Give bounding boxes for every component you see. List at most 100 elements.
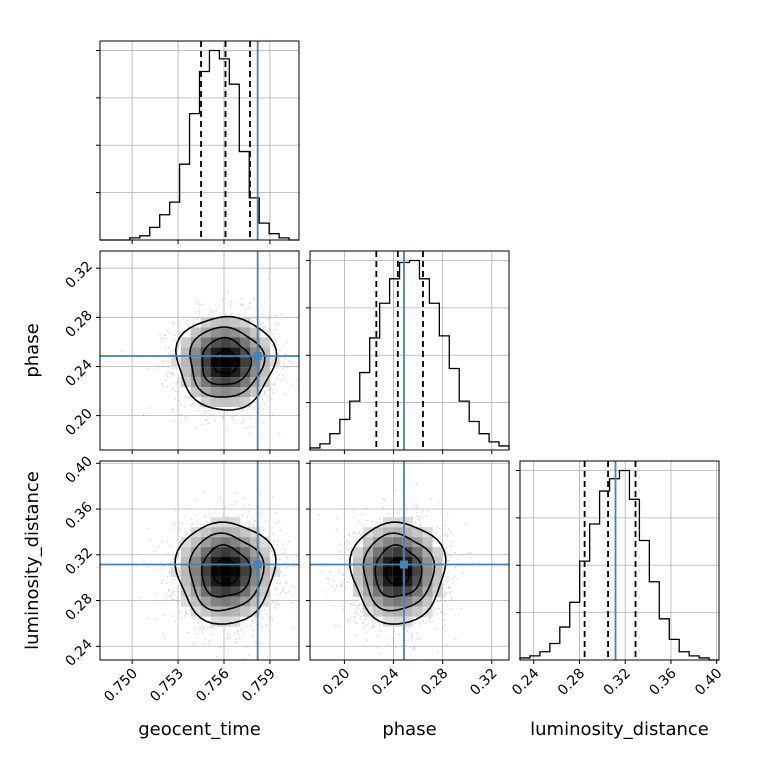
x-axis-label-geocent_time: geocent_time bbox=[138, 719, 261, 740]
density-cell bbox=[180, 367, 191, 378]
y-tick-label-phase: 0.24 bbox=[63, 357, 96, 390]
y-tick-label-luminosity_distance: 0.40 bbox=[63, 453, 96, 486]
x-tick-label-luminosity_distance: 0.40 bbox=[692, 666, 725, 699]
density-cell bbox=[190, 596, 201, 607]
density-cell bbox=[230, 347, 241, 358]
density-cell bbox=[240, 347, 251, 358]
density-cell bbox=[260, 566, 271, 577]
contour-level-0 bbox=[212, 348, 239, 374]
density-cell bbox=[220, 547, 231, 558]
density-cell bbox=[422, 547, 433, 558]
density-cell bbox=[230, 566, 241, 577]
density-cell bbox=[412, 586, 423, 597]
density-cell bbox=[402, 566, 413, 577]
density-cell bbox=[180, 596, 191, 607]
density-cell bbox=[250, 596, 261, 607]
density-cell bbox=[180, 357, 191, 368]
density-cell bbox=[260, 347, 271, 358]
density-cell bbox=[210, 596, 221, 607]
density-cell bbox=[230, 527, 241, 538]
truth-marker bbox=[399, 560, 408, 569]
contour-level-3 bbox=[348, 521, 447, 625]
density-cell bbox=[250, 377, 261, 388]
panel-frame bbox=[309, 460, 510, 661]
density-cell bbox=[382, 537, 393, 548]
density-cell bbox=[190, 337, 201, 348]
density-cell bbox=[392, 557, 403, 567]
density-cell bbox=[372, 596, 383, 607]
x-tick-label-phase: 0.28 bbox=[418, 666, 451, 699]
density-cell bbox=[230, 396, 241, 407]
density-cell bbox=[363, 566, 373, 577]
density-cell bbox=[240, 317, 251, 328]
density-cell bbox=[190, 367, 201, 378]
density-cell bbox=[260, 596, 271, 607]
density-cell bbox=[180, 547, 191, 558]
x-tick-label-phase: 0.20 bbox=[320, 666, 353, 699]
y-tick-label-luminosity_distance: 0.32 bbox=[63, 545, 96, 578]
contour-level-2 bbox=[188, 532, 265, 612]
density-cell bbox=[392, 527, 403, 538]
density-cell bbox=[392, 547, 403, 558]
density-cell bbox=[422, 557, 433, 567]
density-cell bbox=[210, 586, 221, 597]
density-cell bbox=[392, 596, 403, 607]
density-cell bbox=[180, 537, 191, 548]
density-cell bbox=[432, 547, 443, 558]
contour-level-1 bbox=[374, 544, 423, 598]
density-cell bbox=[372, 537, 383, 548]
contour-level-1 bbox=[201, 336, 253, 386]
density-cell bbox=[363, 537, 373, 548]
x-tick-label-phase: 0.24 bbox=[369, 665, 402, 698]
y-tick-label-phase: 0.20 bbox=[63, 406, 96, 439]
density-cell bbox=[210, 357, 221, 368]
y-tick-label-luminosity_distance: 0.24 bbox=[63, 636, 96, 669]
density-cell bbox=[372, 576, 383, 587]
density-cell bbox=[220, 357, 231, 368]
density-cell bbox=[240, 566, 251, 577]
x-tick-label-geocent_time: 0.750 bbox=[101, 666, 141, 706]
density-cell bbox=[220, 576, 231, 587]
density-panel-phase-vs-luminosity_distance bbox=[306, 460, 510, 664]
density-cell bbox=[220, 377, 231, 388]
density-cell bbox=[372, 527, 383, 538]
density-cell bbox=[190, 557, 201, 567]
density-cell bbox=[382, 586, 393, 597]
x-axis-label-luminosity_distance: luminosity_distance bbox=[530, 719, 709, 740]
density-cell bbox=[363, 576, 373, 587]
density-cell bbox=[240, 387, 251, 397]
contour-level-1 bbox=[201, 544, 252, 598]
density-cell bbox=[250, 547, 261, 558]
density-cell bbox=[230, 586, 241, 597]
density-cell bbox=[260, 557, 271, 567]
truth-marker bbox=[253, 560, 262, 569]
density-cell bbox=[240, 606, 251, 617]
density-cell bbox=[422, 537, 433, 548]
density-cell bbox=[260, 547, 271, 558]
density-cell bbox=[200, 347, 211, 358]
density-cell bbox=[402, 527, 413, 538]
density-cell bbox=[180, 377, 191, 388]
density-cell bbox=[402, 537, 413, 548]
density-cell bbox=[392, 566, 403, 577]
density-cell bbox=[190, 547, 201, 558]
x-tick-label-luminosity_distance: 0.36 bbox=[646, 665, 679, 698]
truth-marker bbox=[253, 352, 262, 361]
density-cell bbox=[363, 586, 373, 597]
density-cell bbox=[220, 586, 231, 597]
density-cell bbox=[363, 596, 373, 607]
density-cell bbox=[230, 547, 241, 558]
density-cell bbox=[260, 586, 271, 597]
density-cell bbox=[392, 576, 403, 587]
density-cell bbox=[382, 557, 393, 567]
density-cell bbox=[382, 576, 393, 587]
density-cell bbox=[260, 537, 271, 548]
density-cell bbox=[402, 547, 413, 558]
density-cell bbox=[220, 367, 231, 378]
density-cell bbox=[240, 576, 251, 587]
density-cell bbox=[200, 337, 211, 348]
density-cell bbox=[422, 596, 433, 607]
density-cell bbox=[200, 377, 211, 388]
density-cell bbox=[353, 547, 364, 558]
